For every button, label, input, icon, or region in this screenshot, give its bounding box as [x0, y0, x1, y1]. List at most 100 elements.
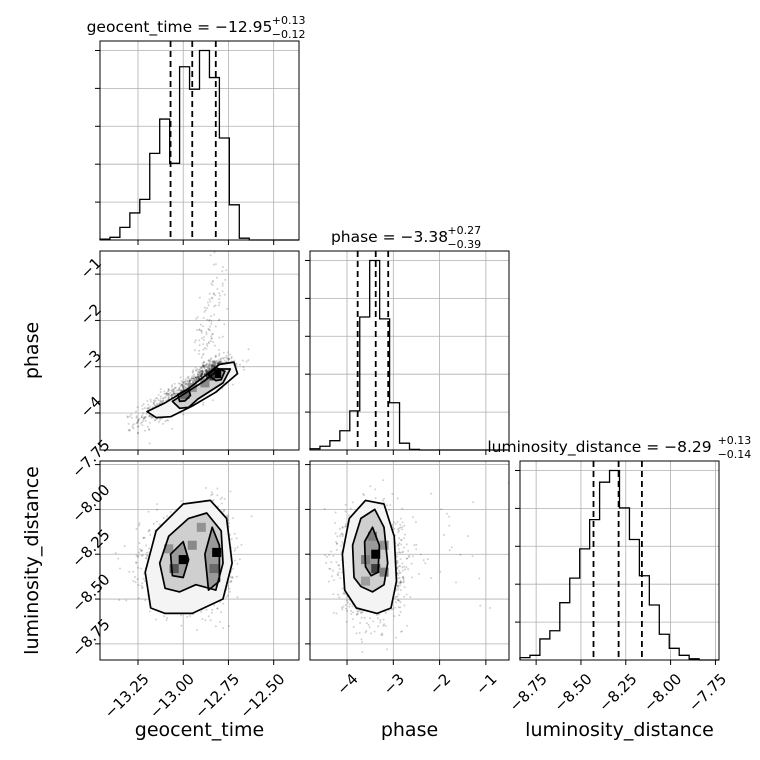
sample-point — [238, 558, 241, 561]
sample-point — [204, 370, 207, 373]
sample-point — [157, 403, 160, 406]
sample-point — [399, 558, 402, 561]
sample-point — [210, 335, 213, 338]
y-tick-label: −8.75 — [68, 615, 113, 660]
sample-point — [398, 537, 401, 540]
sample-point — [332, 593, 335, 596]
sample-point — [213, 360, 216, 363]
sample-point — [196, 316, 199, 319]
hist-panel-luminosity_distance: −8.75 −8.50 −8.25 −8.00 −7.75luminosity_dist… — [487, 434, 751, 741]
sample-point — [181, 384, 184, 387]
sample-point — [211, 297, 214, 300]
sample-point — [143, 417, 146, 420]
sample-point — [212, 279, 214, 282]
sample-point — [184, 385, 187, 388]
sample-point — [198, 371, 201, 374]
sample-point — [192, 381, 194, 384]
sample-point — [200, 373, 203, 376]
sample-point — [136, 578, 139, 581]
sample-point — [132, 580, 135, 582]
sample-point — [204, 366, 207, 369]
sample-point — [197, 376, 200, 379]
sample-point — [153, 401, 156, 404]
sample-point — [216, 362, 219, 365]
sample-point — [155, 520, 158, 523]
sample-point — [160, 400, 163, 403]
sample-point — [213, 313, 216, 316]
sample-point — [235, 537, 238, 540]
sample-point — [209, 340, 212, 342]
sample-point — [200, 372, 203, 375]
sample-point — [382, 479, 385, 482]
sample-point — [166, 394, 168, 396]
sample-point — [136, 425, 139, 428]
sample-point — [165, 419, 168, 422]
sample-point — [191, 370, 194, 373]
sample-point — [397, 543, 400, 546]
y-tick-label: −8.00 — [68, 481, 113, 526]
sample-point — [344, 510, 347, 513]
sample-point — [172, 392, 175, 395]
sample-point — [197, 374, 200, 377]
sample-point — [348, 605, 351, 608]
sample-point — [221, 282, 224, 285]
sample-point — [208, 367, 211, 369]
sample-point — [395, 595, 398, 598]
panel-title-text: luminosity_distance = −8.29 — [487, 438, 711, 457]
sample-point — [172, 390, 175, 393]
sample-point — [341, 526, 344, 529]
sample-point — [206, 368, 209, 371]
sample-point — [171, 384, 173, 387]
sample-point — [209, 364, 212, 367]
sample-point — [167, 389, 170, 392]
sample-point — [198, 372, 201, 375]
sample-point — [215, 359, 218, 362]
sample-point — [210, 366, 213, 369]
density-cell — [187, 383, 197, 393]
sample-point — [403, 537, 406, 540]
sample-point — [191, 375, 194, 378]
sample-point — [398, 614, 401, 617]
sample-point — [205, 608, 208, 611]
sample-point — [197, 352, 200, 355]
sample-point — [186, 384, 188, 387]
sample-point — [399, 579, 402, 582]
sample-point — [180, 500, 183, 503]
sample-point — [158, 523, 161, 526]
sample-point — [193, 341, 196, 344]
sample-point — [337, 593, 340, 596]
sample-point — [202, 361, 205, 364]
sample-point — [162, 399, 165, 402]
sample-point — [340, 551, 343, 554]
sample-point — [345, 620, 348, 623]
sample-point — [401, 521, 404, 524]
sample-point — [194, 379, 197, 382]
sample-point — [195, 376, 198, 379]
panel-frame — [519, 460, 720, 661]
x-tick-label: −8.00 — [640, 670, 685, 715]
sample-point — [352, 611, 355, 614]
sample-point — [196, 329, 198, 332]
density-cell — [196, 522, 206, 532]
sample-point — [210, 315, 212, 318]
sample-point — [402, 575, 405, 578]
sample-point — [188, 379, 191, 382]
sample-point — [208, 363, 211, 366]
sample-point — [145, 557, 148, 560]
sample-point — [162, 399, 164, 402]
sample-point — [148, 442, 151, 445]
sample-point — [209, 358, 212, 361]
sample-point — [203, 365, 206, 368]
sample-point — [409, 596, 412, 599]
sample-point — [159, 391, 162, 393]
x-tick-label: −8.50 — [550, 670, 595, 715]
sample-point — [229, 590, 232, 593]
sample-point — [391, 493, 394, 495]
sample-point — [396, 528, 399, 531]
sample-point — [344, 525, 347, 528]
sample-point — [147, 408, 150, 411]
sample-point — [180, 624, 183, 627]
sample-point — [199, 370, 202, 373]
sample-point — [199, 375, 202, 377]
sample-point — [219, 498, 222, 501]
